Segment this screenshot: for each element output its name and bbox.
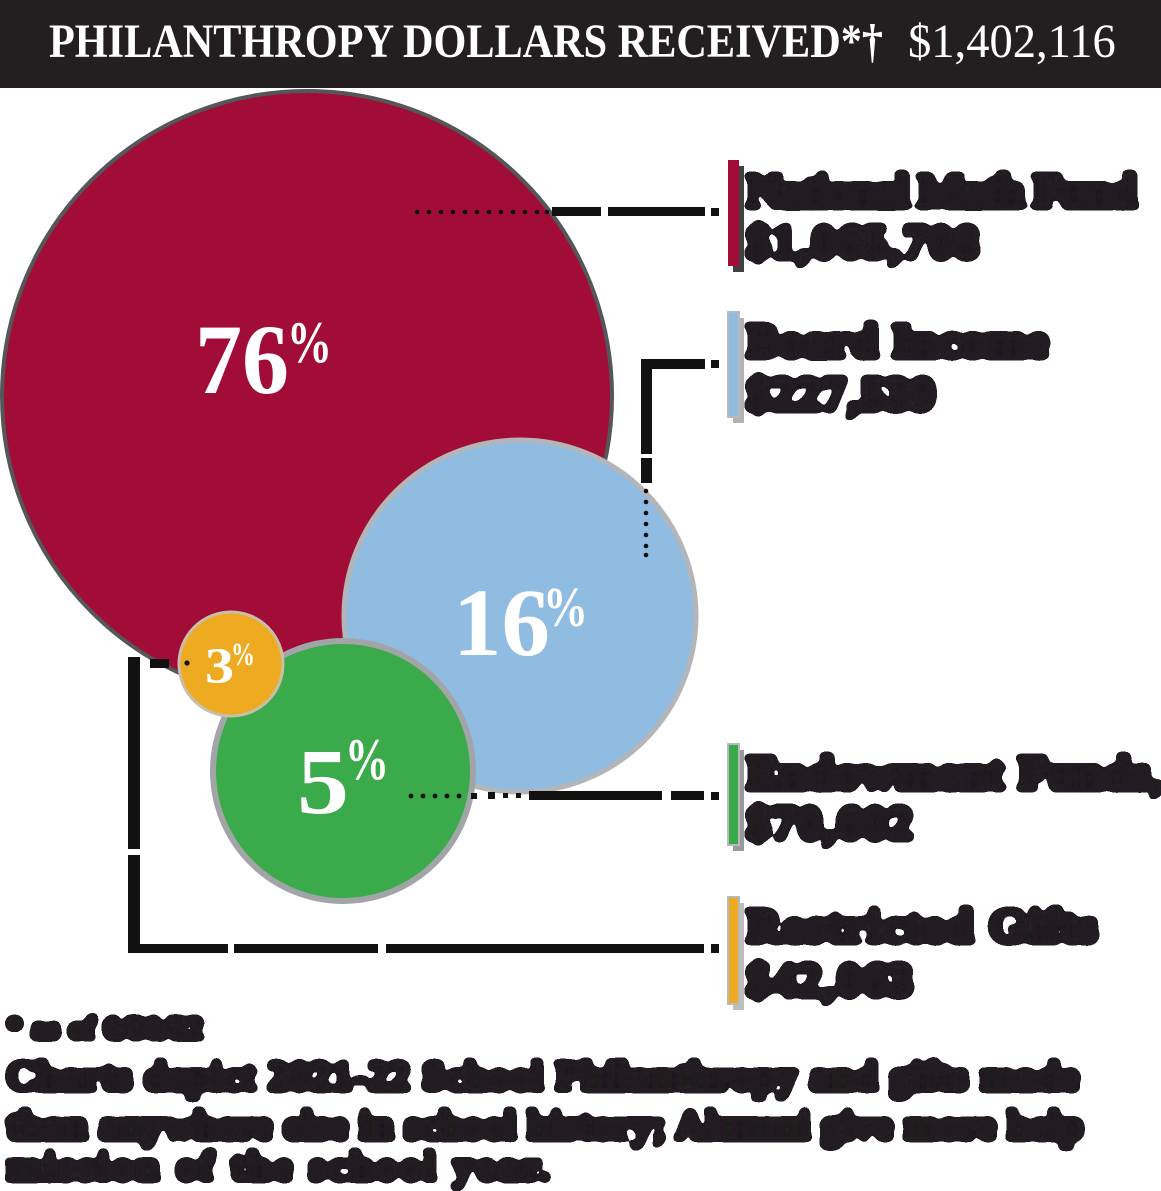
- svg-text:5: 5: [297, 731, 349, 834]
- svg-text:3: 3: [205, 639, 234, 695]
- svg-text:%: %: [287, 309, 332, 375]
- svg-text:76: 76: [195, 304, 289, 415]
- svg-text:%: %: [231, 637, 255, 673]
- svg-text:%: %: [543, 577, 588, 639]
- svg-text:16: 16: [453, 569, 550, 676]
- svg-text:%: %: [345, 726, 389, 792]
